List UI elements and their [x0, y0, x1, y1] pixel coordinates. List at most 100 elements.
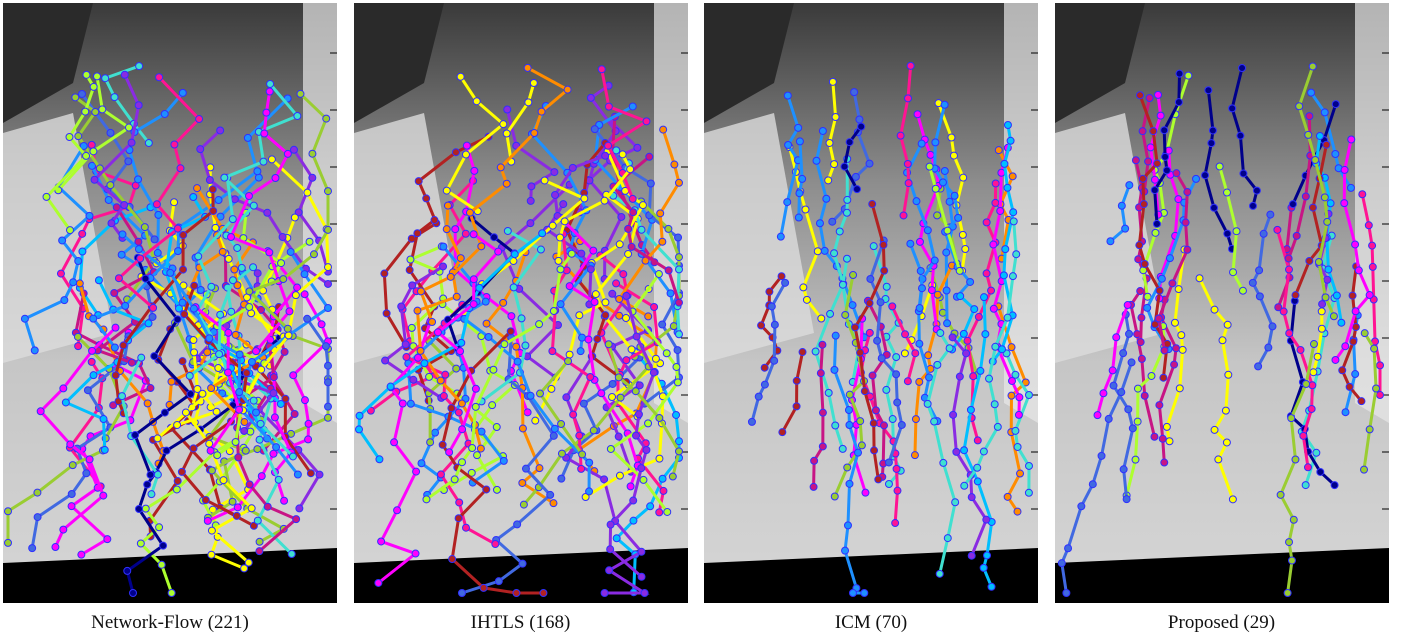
detection [1294, 102, 1303, 111]
detection [1223, 320, 1232, 329]
detection [446, 272, 455, 281]
trajectory [552, 154, 606, 217]
detection [153, 434, 162, 443]
detection [218, 247, 227, 256]
detection [443, 201, 452, 210]
detection [1139, 200, 1148, 209]
detection [868, 371, 877, 380]
detection [1317, 324, 1326, 333]
detection [438, 242, 447, 251]
detection [853, 185, 862, 194]
detection [936, 328, 945, 337]
detection [951, 498, 960, 507]
detection [1146, 371, 1155, 380]
detection [933, 211, 942, 220]
detection [1350, 370, 1359, 379]
detection [825, 138, 834, 147]
detection [28, 544, 37, 553]
detection [1265, 210, 1274, 219]
detection [959, 329, 968, 338]
detection [82, 469, 91, 478]
detection [979, 293, 988, 302]
trajectory [866, 300, 889, 478]
detection [324, 361, 332, 370]
detection [538, 589, 547, 597]
detection [671, 362, 680, 371]
detection [614, 373, 623, 382]
detection [254, 173, 263, 182]
trajectory [356, 232, 543, 461]
detection [519, 500, 528, 509]
detection [820, 246, 829, 255]
detection [89, 147, 98, 156]
detection [1309, 340, 1318, 349]
trajectory [890, 305, 917, 382]
detection [1206, 139, 1215, 148]
detection [625, 165, 634, 174]
detection [999, 271, 1008, 280]
detection [747, 417, 756, 426]
detection [281, 394, 290, 403]
detection [42, 192, 51, 201]
detection [465, 208, 474, 217]
detection [127, 358, 136, 367]
detection [1222, 438, 1231, 447]
detection [991, 342, 1000, 351]
detection [809, 482, 818, 491]
detection [845, 390, 854, 399]
detection [185, 371, 194, 380]
detection [1098, 389, 1107, 398]
detection [412, 229, 421, 238]
detection [1371, 384, 1380, 393]
detection [854, 448, 863, 457]
detection [493, 247, 502, 256]
detection [134, 237, 143, 246]
detection [137, 353, 146, 362]
detection [374, 455, 383, 464]
detection [879, 240, 888, 249]
detection [851, 323, 860, 332]
detection [106, 128, 115, 137]
detection [882, 282, 891, 291]
detection [355, 411, 364, 420]
detection [579, 399, 588, 408]
detection [266, 79, 275, 88]
detection [1290, 291, 1299, 300]
detection [923, 399, 932, 408]
detection [513, 357, 522, 366]
detection [119, 341, 128, 350]
detection [1160, 152, 1169, 161]
detection [973, 463, 982, 472]
detection [1153, 90, 1162, 99]
detection [563, 357, 572, 366]
detection [469, 166, 478, 175]
detection [880, 266, 889, 275]
trajectory [1197, 277, 1234, 500]
detection [354, 425, 363, 434]
detection [596, 389, 605, 398]
detection [584, 335, 593, 344]
detection [303, 314, 312, 323]
detection [247, 357, 256, 366]
detection [870, 446, 879, 455]
floor-shadow [3, 548, 337, 603]
detection [150, 352, 159, 361]
detection [1176, 331, 1185, 340]
detection [1346, 135, 1355, 144]
detection [506, 312, 515, 321]
detection [843, 463, 852, 472]
detection [1152, 219, 1161, 228]
detection [536, 245, 545, 254]
detection [843, 521, 852, 530]
detection [1012, 250, 1021, 259]
detection [1171, 169, 1180, 178]
detection [65, 132, 74, 141]
detection [265, 248, 274, 257]
detection [943, 319, 952, 328]
detection [1314, 257, 1323, 266]
detection [469, 300, 478, 309]
detection [427, 317, 436, 326]
detection [590, 298, 599, 307]
detection [668, 472, 677, 481]
